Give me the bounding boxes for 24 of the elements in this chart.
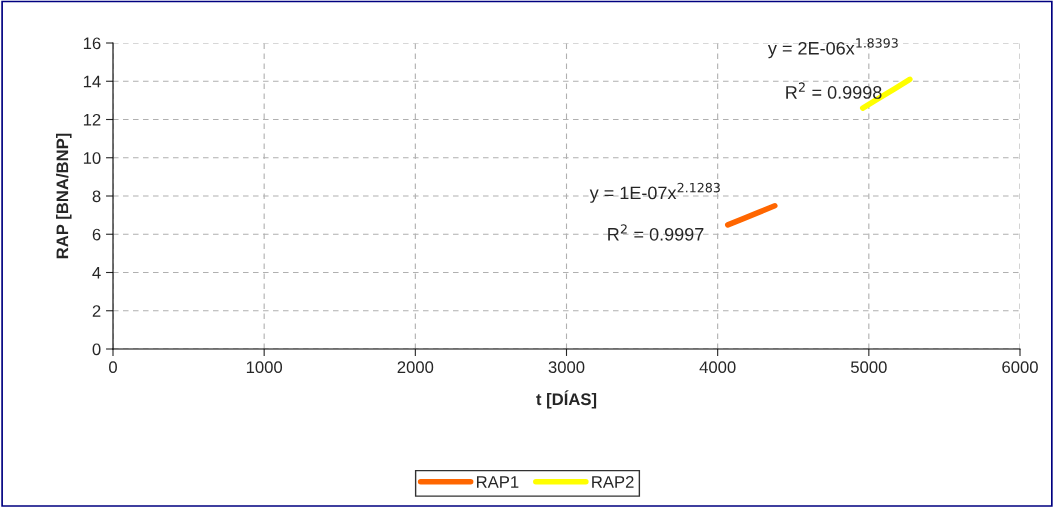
x-tick-label: 0 bbox=[109, 361, 117, 374]
y-tick-label: 4 bbox=[92, 267, 101, 279]
y-axis-title: RAP [BNA/BNP] bbox=[56, 133, 72, 259]
annotation: R$^{2}$ = 0.9998 bbox=[786, 82, 882, 99]
y-tick-label: 2 bbox=[92, 305, 101, 317]
x-tick-label: 4000 bbox=[699, 361, 736, 374]
y-tick-label: 0 bbox=[92, 343, 101, 356]
annotation: R$^{2}$ = 0.9997 bbox=[608, 224, 704, 241]
annotation: y = 1E-07x$^{2.1283}$ bbox=[589, 182, 720, 203]
y-tick-label: 12 bbox=[83, 113, 101, 126]
y-tick-label: 10 bbox=[83, 152, 101, 164]
x-tick-label: 3000 bbox=[548, 361, 585, 374]
legend-label: RAP1 bbox=[476, 476, 519, 488]
y-tick-label: 14 bbox=[83, 75, 101, 88]
x-axis-title: t [DÍAS] bbox=[536, 390, 597, 409]
y-tick-label: 6 bbox=[92, 228, 101, 241]
annotation: y = 2E-06x$^{1.8393}$ bbox=[767, 38, 898, 59]
x-tick-label: 1000 bbox=[246, 361, 283, 374]
x-tick-label: 5000 bbox=[850, 361, 887, 374]
x-tick-label: 6000 bbox=[1002, 361, 1038, 374]
x-tick-label: 2000 bbox=[397, 361, 434, 374]
y-tick-label: 8 bbox=[92, 190, 101, 203]
legend-label: RAP2 bbox=[592, 476, 634, 488]
y-tick-label: 16 bbox=[83, 37, 101, 50]
